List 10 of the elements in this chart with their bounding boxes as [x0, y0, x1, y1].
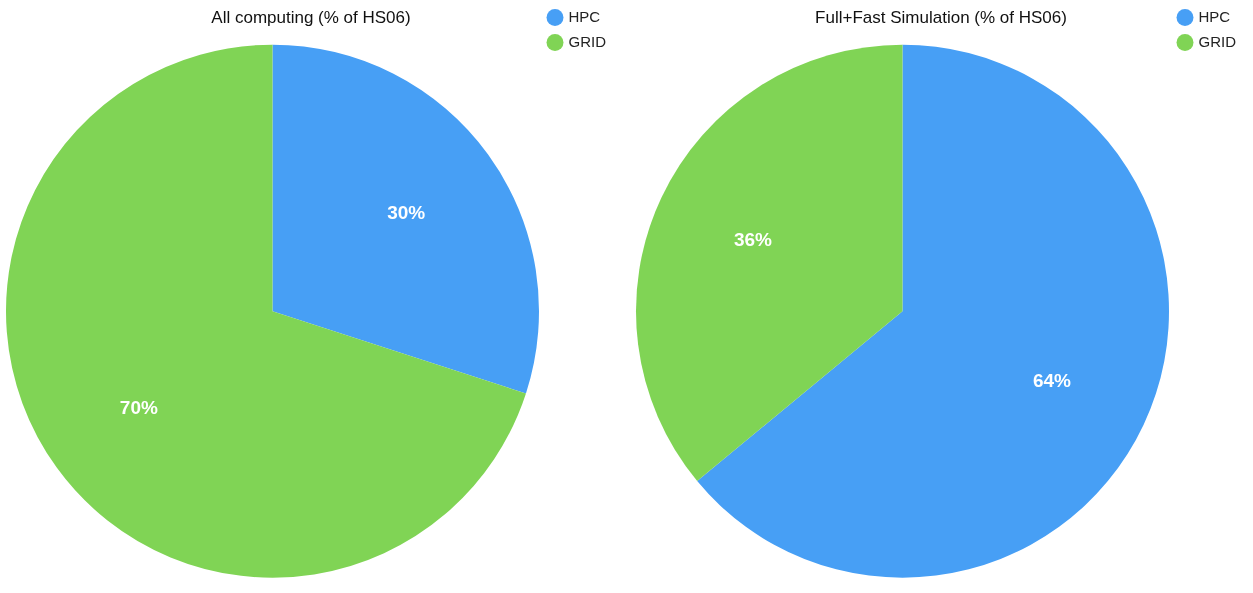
data-label: 64%: [1032, 369, 1072, 391]
legend-label: GRID: [568, 32, 607, 50]
legend-label: GRID: [1198, 32, 1237, 50]
data-label: 70%: [119, 396, 158, 418]
chart-title: Full+Fast Simulation (% of HS06): [815, 7, 1067, 27]
legend-label: HPC: [568, 7, 601, 25]
data-label: 36%: [733, 229, 773, 251]
chart-title: All computing (% of HS06): [211, 7, 411, 27]
legend-label: HPC: [1198, 7, 1231, 25]
data-label: 30%: [387, 202, 426, 224]
